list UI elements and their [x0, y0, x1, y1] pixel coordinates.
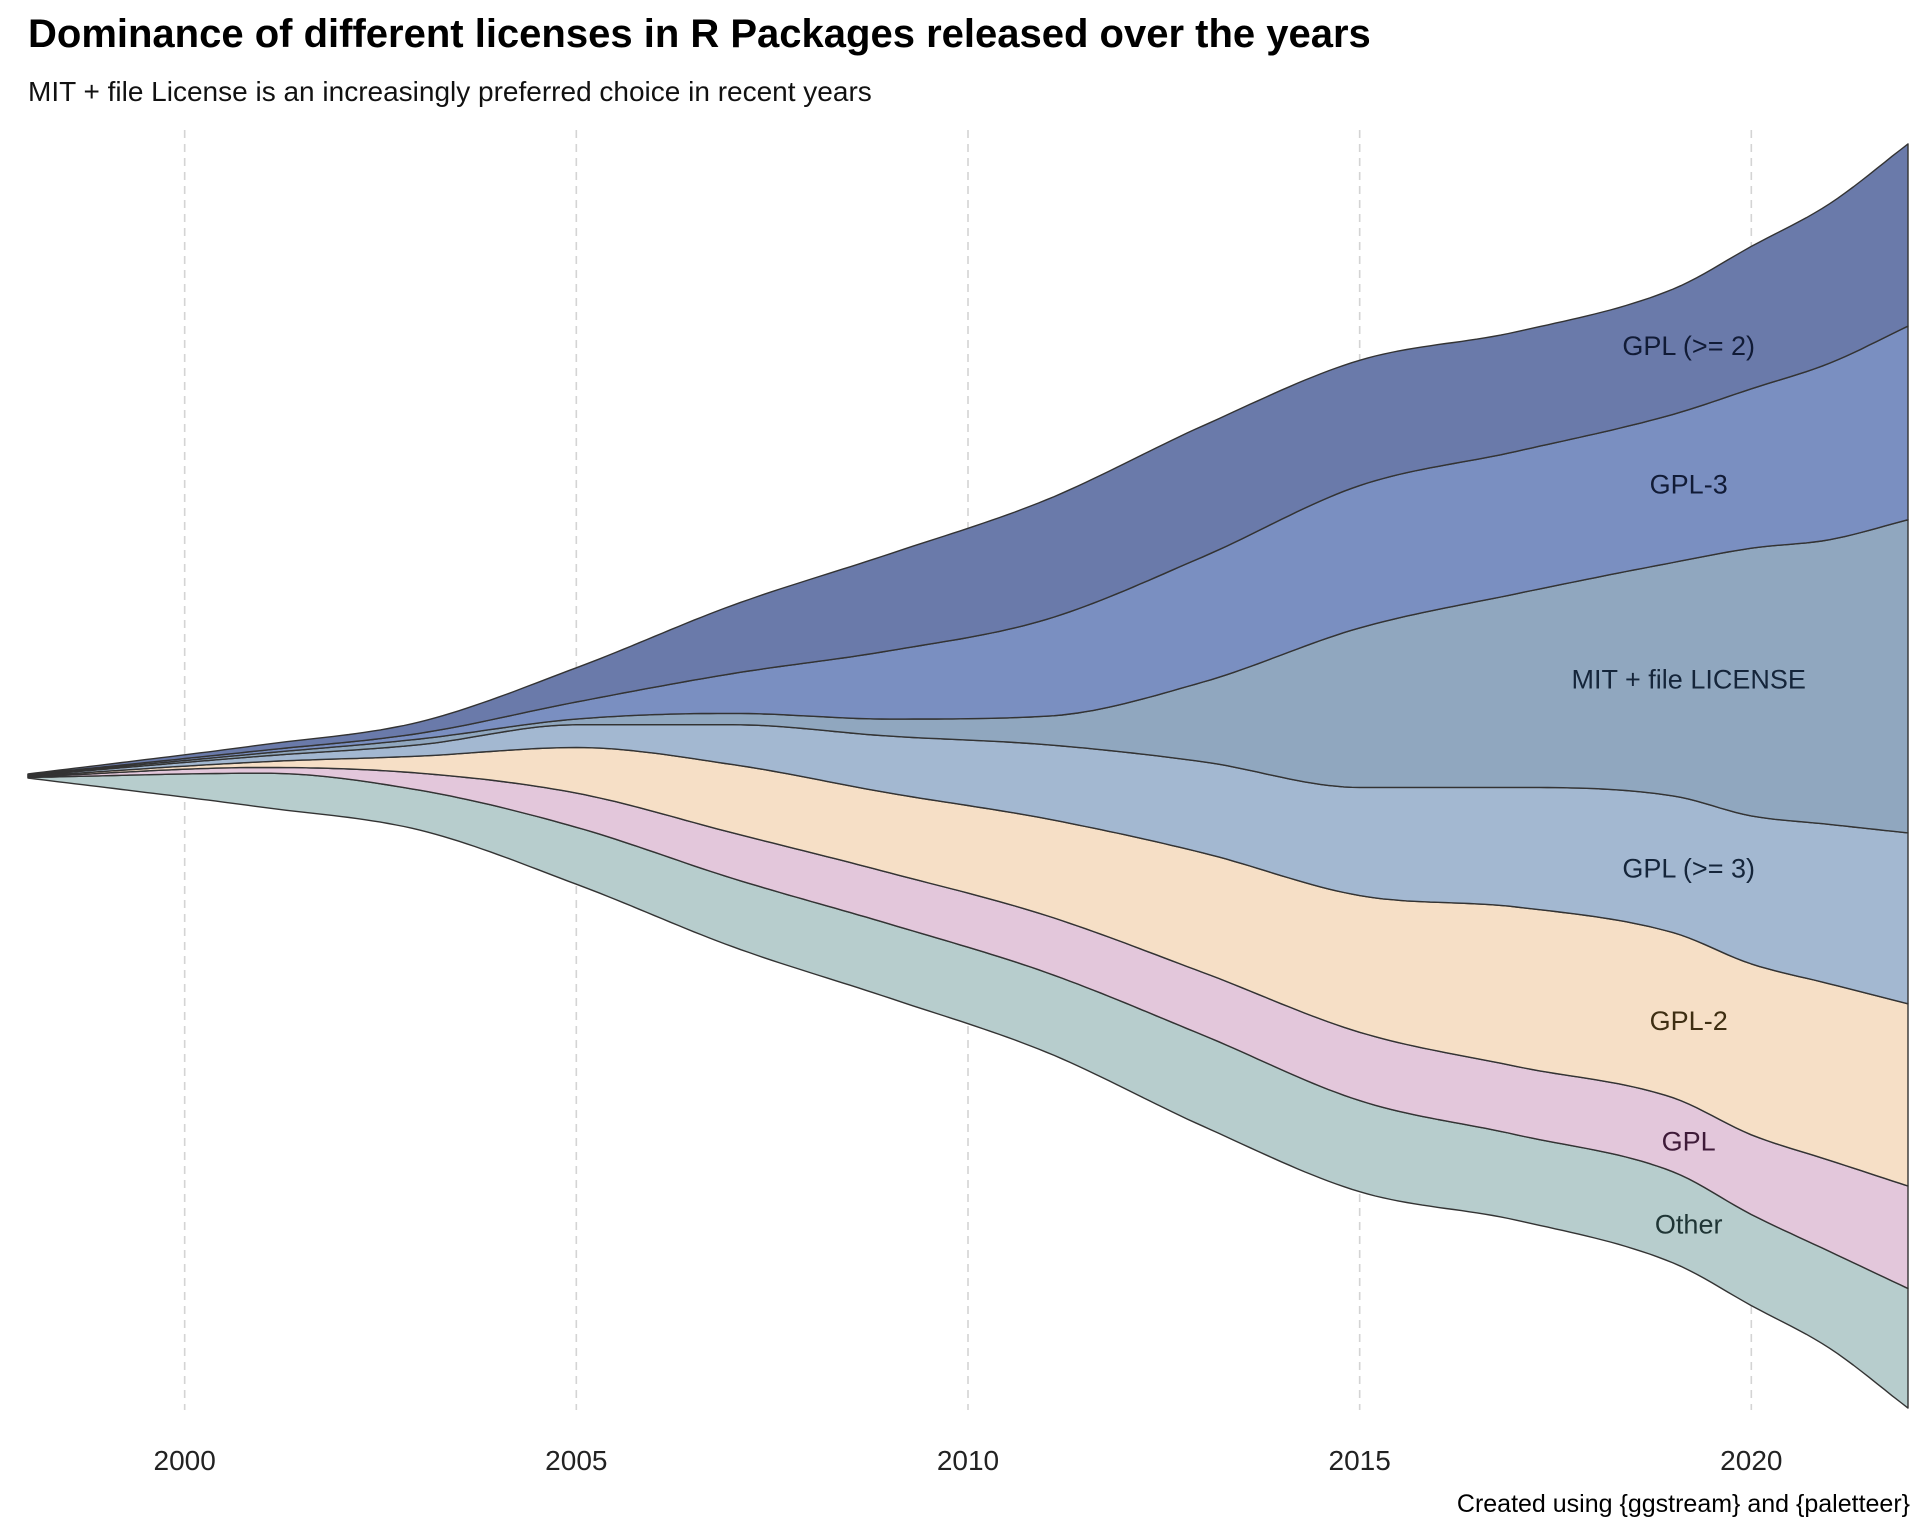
series-label-mit-file-license: MIT + file LICENSE: [1572, 664, 1806, 694]
series-label-gpl-2: GPL-2: [1650, 1006, 1728, 1036]
series-labels: Other GPL GPL-2 GPL (>= 3) MIT + file LICENS…: [1572, 331, 1806, 1240]
x-tick-label-2015: 2015: [1329, 1445, 1391, 1476]
x-tick-label-2000: 2000: [154, 1445, 216, 1476]
x-tick-label-2010: 2010: [937, 1445, 999, 1476]
series-label-gpl-3: GPL (>= 3): [1622, 854, 1755, 884]
series-label-gpl-3: GPL-3: [1650, 470, 1728, 500]
series-label-gpl: GPL: [1662, 1126, 1716, 1156]
stream-area-gpl-2: [27, 143, 1909, 776]
series-label-other: Other: [1655, 1210, 1723, 1240]
x-tick-label-2020: 2020: [1720, 1445, 1782, 1476]
x-axis-ticks: 2000 2005 2010 2015 2020: [154, 1445, 1783, 1476]
series-label-gpl-2: GPL (>= 2): [1622, 331, 1755, 361]
chart-subtitle: MIT + file License is an increasingly pr…: [28, 76, 872, 107]
chart-title: Dominance of different licenses in R Pac…: [28, 12, 1371, 56]
stream-areas: [27, 143, 1909, 1409]
x-tick-label-2005: 2005: [545, 1445, 607, 1476]
chart-caption: Created using {ggstream} and {paletteer}: [1456, 1490, 1910, 1518]
